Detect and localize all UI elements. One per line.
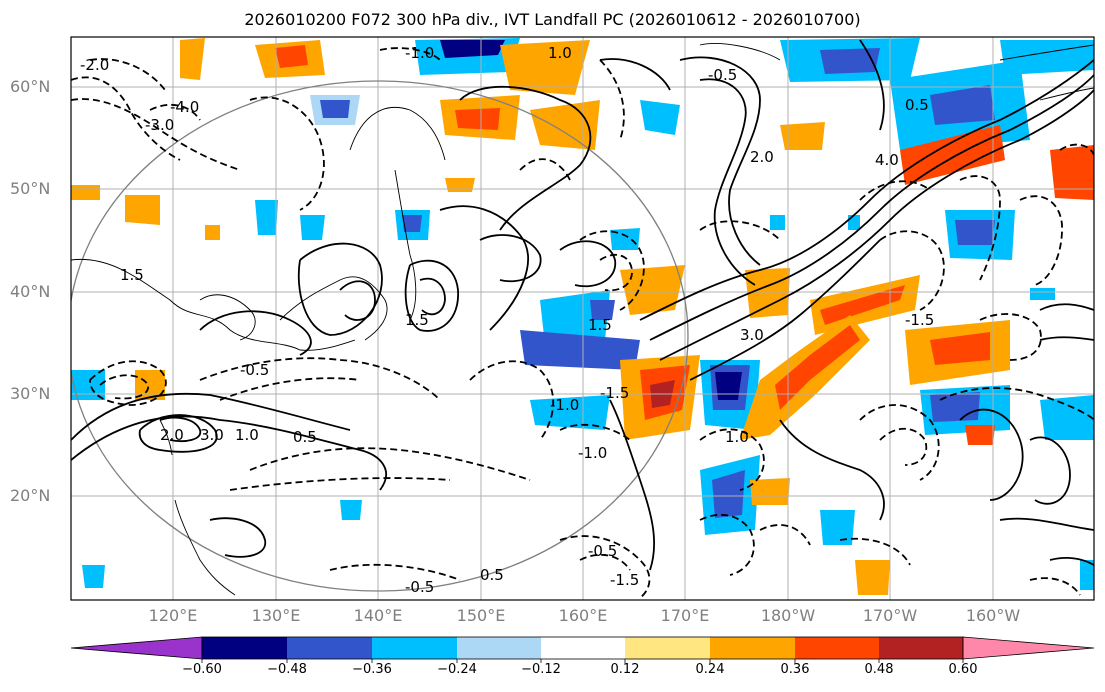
solid-contours (71, 39, 1094, 571)
lon-label: 180°W (760, 606, 816, 625)
graticule (71, 37, 1094, 600)
lon-label: 170°W (862, 606, 918, 625)
map-title: 2026010200 F072 300 hPa div., IVT Landfa… (244, 10, 861, 29)
contour-label: -1.5 (600, 384, 629, 402)
contour-label: 2.0 (750, 148, 774, 166)
colorbar-extend-low (70, 636, 203, 660)
colorbar-tick-label: 0.36 (780, 662, 810, 677)
colorbar-extend-high (962, 636, 1095, 660)
lon-label: 150°E (456, 606, 506, 625)
colorbar (70, 636, 1095, 663)
contour-label: -2.0 (80, 56, 109, 74)
contour-label: 1.5 (588, 316, 612, 334)
lon-label: 160°W (965, 606, 1021, 625)
contour-label: -1.5 (610, 571, 639, 589)
colorbar-tick-label: 0.12 (610, 662, 640, 677)
colorbar-tick-label: −0.24 (437, 662, 477, 677)
contour-label: 1.0 (725, 428, 749, 446)
colorbar-bin (541, 637, 625, 659)
contour-label: -1.0 (550, 396, 579, 414)
lat-label: 60°N (10, 77, 51, 96)
lat-label: 20°N (10, 486, 51, 505)
range-circle (71, 80, 689, 592)
colorbar-bin (457, 637, 541, 659)
colorbar-bin (202, 637, 287, 659)
lon-label: 120°E (148, 606, 198, 625)
contour-label: 3.0 (200, 426, 224, 444)
colorbar-tick-label: −0.60 (182, 662, 222, 677)
contour-label: -1.0 (578, 444, 607, 462)
coastlines (71, 43, 1094, 596)
colorbar-bin (625, 637, 710, 659)
contour-label: 1.0 (548, 44, 572, 62)
colorbar-bin (710, 637, 795, 659)
contour-label: 4.0 (875, 151, 899, 169)
colorbar-tick-label: 0.48 (864, 662, 894, 677)
contour-label: -3.0 (145, 116, 174, 134)
colorbar-tick-label: −0.36 (352, 662, 392, 677)
contour-label: -0.5 (708, 66, 737, 84)
contour-label: 1.5 (120, 266, 144, 284)
lat-label: 40°N (10, 282, 51, 301)
contour-label: -4.0 (170, 98, 199, 116)
colorbar-bin (795, 637, 879, 659)
contour-label: 1.0 (235, 426, 259, 444)
colorbar-tick-label: −0.12 (521, 662, 561, 677)
colorbar-tick-label: −0.48 (267, 662, 307, 677)
lon-label: 130°E (251, 606, 301, 625)
divergence-shading (71, 38, 1094, 595)
contour-label: -1.5 (905, 311, 934, 329)
colorbar-bin (287, 637, 372, 659)
lon-label: 140°E (353, 606, 403, 625)
colorbar-tick-label: 0.60 (948, 662, 978, 677)
contour-label: -0.5 (405, 578, 434, 596)
lon-label: 170°E (660, 606, 710, 625)
lat-label: 30°N (10, 384, 51, 403)
contour-label: 3.0 (740, 326, 764, 344)
colorbar-bin (372, 637, 457, 659)
contour-label: 0.5 (293, 428, 317, 446)
contour-label: 2.0 (160, 426, 184, 444)
contour-label: 1.5 (405, 311, 429, 329)
map-border (70, 36, 1095, 601)
contour-label: -0.5 (588, 542, 617, 560)
contour-label: -1.0 (405, 44, 434, 62)
contour-label: -0.5 (240, 361, 269, 379)
colorbar-bin (879, 637, 963, 659)
contour-label: 0.5 (480, 566, 504, 584)
lon-label: 160°E (558, 606, 608, 625)
contour-labels: -1.0 1.0 -0.5 0.5 -2.0 -4.0 -3.0 1.5 2.0… (80, 44, 934, 596)
colorbar-tick-label: 0.24 (695, 662, 725, 677)
lat-label: 50°N (10, 179, 51, 198)
dashed-contours (71, 47, 1094, 599)
contour-label: 0.5 (905, 96, 929, 114)
